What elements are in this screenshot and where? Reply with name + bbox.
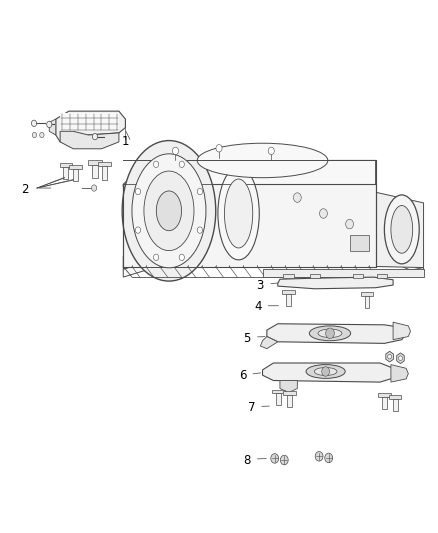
Ellipse shape — [218, 167, 259, 260]
Polygon shape — [260, 336, 278, 349]
Text: 5: 5 — [244, 332, 251, 344]
Polygon shape — [123, 259, 424, 277]
Circle shape — [135, 188, 141, 195]
Circle shape — [346, 219, 353, 229]
Polygon shape — [280, 381, 297, 393]
Circle shape — [280, 455, 288, 465]
Polygon shape — [123, 160, 376, 187]
Circle shape — [173, 147, 179, 155]
Polygon shape — [397, 353, 404, 364]
Polygon shape — [60, 131, 119, 149]
Bar — [364, 296, 369, 308]
Polygon shape — [56, 111, 125, 142]
Text: 2: 2 — [21, 183, 29, 196]
Bar — [389, 395, 402, 399]
Circle shape — [197, 188, 202, 195]
Bar — [283, 391, 296, 395]
Polygon shape — [267, 324, 406, 343]
Text: 6: 6 — [239, 369, 247, 382]
Ellipse shape — [144, 171, 194, 251]
Circle shape — [40, 132, 44, 138]
Bar — [393, 399, 398, 411]
Bar — [88, 160, 102, 165]
Bar — [102, 166, 107, 180]
Bar — [272, 390, 285, 393]
Bar — [350, 235, 369, 251]
Bar — [98, 162, 111, 166]
Bar — [283, 290, 295, 294]
Polygon shape — [353, 274, 364, 278]
Bar — [361, 292, 373, 296]
Polygon shape — [377, 274, 388, 278]
Ellipse shape — [156, 191, 182, 231]
Polygon shape — [393, 322, 410, 340]
Ellipse shape — [122, 141, 216, 281]
Bar — [60, 163, 72, 167]
Ellipse shape — [306, 365, 345, 378]
Circle shape — [32, 120, 37, 126]
Bar — [92, 165, 98, 178]
Circle shape — [92, 133, 98, 140]
Bar — [64, 167, 68, 179]
Circle shape — [388, 354, 392, 359]
Ellipse shape — [391, 206, 413, 253]
Circle shape — [47, 121, 52, 127]
Circle shape — [179, 254, 184, 261]
Polygon shape — [262, 363, 397, 382]
Text: 3: 3 — [257, 279, 264, 292]
Circle shape — [153, 161, 159, 167]
Circle shape — [135, 227, 141, 233]
Polygon shape — [376, 192, 424, 268]
Bar — [276, 393, 281, 406]
Polygon shape — [310, 274, 320, 278]
Circle shape — [322, 367, 329, 376]
Circle shape — [92, 185, 97, 191]
Polygon shape — [386, 351, 393, 362]
Circle shape — [268, 147, 274, 155]
Circle shape — [32, 132, 37, 138]
Circle shape — [325, 453, 332, 463]
Bar — [286, 294, 291, 306]
Polygon shape — [283, 274, 294, 278]
Circle shape — [179, 161, 184, 167]
Circle shape — [399, 356, 403, 361]
Bar — [378, 393, 391, 397]
Polygon shape — [49, 119, 56, 135]
Circle shape — [320, 209, 327, 218]
Bar — [382, 397, 387, 409]
Ellipse shape — [385, 195, 419, 264]
Circle shape — [153, 254, 159, 261]
Ellipse shape — [197, 143, 328, 177]
Circle shape — [197, 227, 202, 233]
Circle shape — [216, 144, 222, 152]
Circle shape — [325, 328, 334, 338]
Ellipse shape — [314, 368, 337, 375]
Text: 1: 1 — [122, 135, 129, 148]
Circle shape — [315, 451, 323, 461]
Ellipse shape — [224, 179, 253, 248]
Polygon shape — [60, 113, 119, 131]
Circle shape — [271, 454, 279, 463]
Text: 7: 7 — [248, 400, 255, 414]
Text: 8: 8 — [244, 454, 251, 466]
Bar — [287, 395, 292, 407]
Bar — [69, 165, 81, 168]
Ellipse shape — [318, 329, 342, 337]
Bar — [73, 168, 78, 181]
Polygon shape — [123, 245, 158, 269]
Ellipse shape — [132, 154, 206, 268]
Circle shape — [293, 193, 301, 203]
Polygon shape — [262, 269, 424, 277]
Ellipse shape — [309, 326, 351, 341]
Polygon shape — [123, 184, 376, 266]
Polygon shape — [278, 277, 393, 289]
Text: 4: 4 — [254, 300, 262, 313]
Polygon shape — [391, 365, 408, 382]
